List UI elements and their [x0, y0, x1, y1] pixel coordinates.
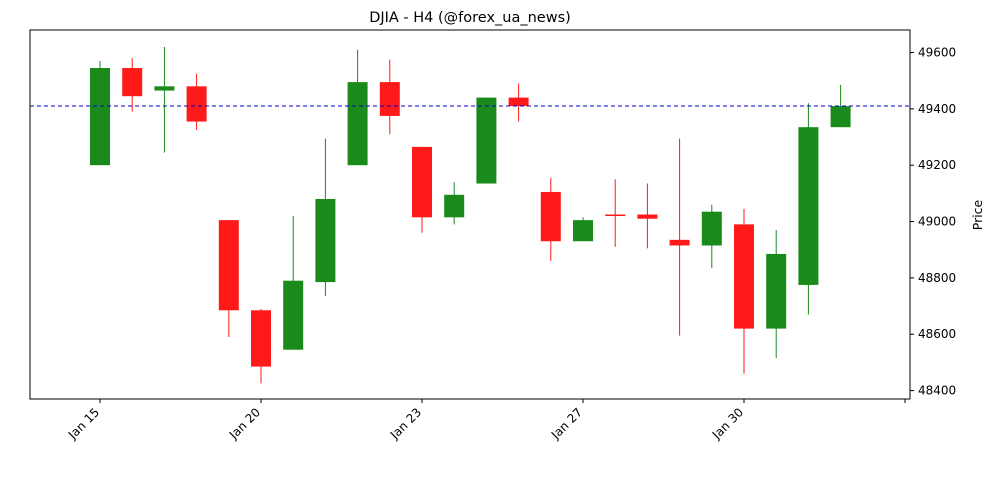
- candle-body-down: [218, 220, 239, 311]
- y-tick-label: 49600: [918, 46, 956, 60]
- candle-body-up: [347, 82, 368, 166]
- y-axis-label: Price: [970, 199, 985, 230]
- candle-body-up: [766, 253, 787, 329]
- candle-body-down: [605, 214, 626, 216]
- y-tick-label: 49000: [918, 215, 956, 229]
- plot-area: 48400 48600 48800 49000 49200 49400 49600 Jan 1…: [30, 46, 956, 442]
- candle-body-up: [90, 68, 110, 166]
- x-tick-label: Jan 27: [548, 405, 585, 442]
- candle-body-up: [444, 194, 465, 218]
- x-tick-label: Jan 20: [226, 405, 263, 442]
- x-tick-label: Jan 15: [65, 405, 102, 442]
- candle-body-down: [734, 224, 754, 329]
- candle-body-up: [154, 86, 175, 91]
- plot-frame: [29, 29, 911, 400]
- chart-title: DJIA - H4 (@forex_ua_news): [369, 10, 571, 26]
- candle-body-down: [379, 82, 400, 116]
- candle-body-down: [122, 68, 143, 97]
- y-tick-label: 49400: [918, 102, 956, 116]
- candle-body-up: [315, 199, 336, 283]
- candle-body-down: [540, 191, 561, 242]
- candle-body-down: [669, 239, 690, 246]
- candle-body-down: [412, 146, 432, 218]
- candle-body-up: [830, 106, 851, 128]
- x-tick-label: Jan 30: [709, 405, 746, 442]
- candle-body-down: [251, 310, 271, 367]
- y-tick-label: 48800: [918, 271, 956, 285]
- candle-body-down: [186, 86, 207, 122]
- y-tick-label: 48600: [918, 327, 956, 341]
- y-tick-label: 49200: [918, 158, 956, 172]
- y-tick-label: 48400: [918, 384, 956, 398]
- candle-body-up: [701, 211, 722, 246]
- candle-body-up: [573, 220, 593, 242]
- candle-body-down: [508, 97, 529, 107]
- candle-body-up: [798, 127, 819, 285]
- x-tick-label: Jan 23: [387, 405, 424, 442]
- candle-body-up: [283, 280, 304, 350]
- candle-body-up: [476, 97, 497, 184]
- candle-body-down: [637, 214, 658, 219]
